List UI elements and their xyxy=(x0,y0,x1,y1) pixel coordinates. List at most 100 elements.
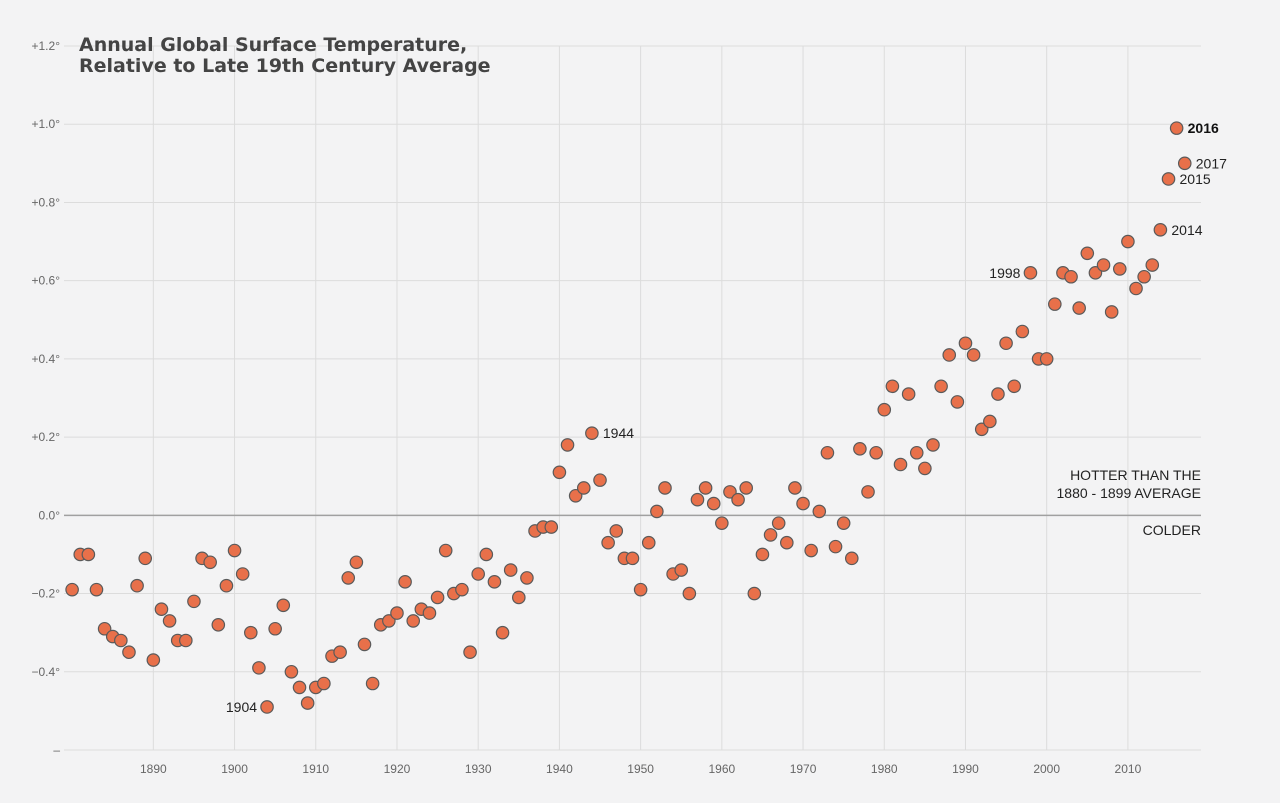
y-tick-label: 0.0° xyxy=(39,508,61,522)
data-point xyxy=(974,422,989,437)
data-point xyxy=(276,598,291,613)
data-point xyxy=(438,543,453,558)
data-point xyxy=(771,516,786,530)
data-point xyxy=(495,625,510,640)
data-point xyxy=(958,336,973,351)
data-point xyxy=(747,586,762,601)
data-point xyxy=(89,582,104,597)
data-point xyxy=(918,461,932,476)
data-point xyxy=(1104,305,1119,319)
title-line-2: Relative to Late 19th Century Average xyxy=(79,55,491,77)
y-tick-label: +1.0° xyxy=(32,117,61,131)
data-point xyxy=(203,555,217,570)
data-point xyxy=(333,645,347,660)
annotation-label: 2017 xyxy=(1196,155,1227,171)
x-tick-label: 1890 xyxy=(140,762,167,776)
data-point xyxy=(715,516,729,530)
y-tick-label: −0.4° xyxy=(32,665,61,679)
data-point xyxy=(1064,269,1078,284)
data-point xyxy=(877,402,892,417)
data-point xyxy=(828,539,843,554)
colder-note: COLDER xyxy=(1143,522,1201,538)
data-point xyxy=(682,586,697,601)
data-point xyxy=(357,637,372,652)
y-tick-label: +1.2° xyxy=(32,39,61,53)
data-point xyxy=(812,504,827,519)
data-point xyxy=(130,578,144,593)
data-point xyxy=(187,594,201,609)
data-point xyxy=(853,442,867,456)
data-point xyxy=(836,516,851,530)
data-point xyxy=(1121,234,1135,249)
x-tick-label: 1990 xyxy=(952,762,979,776)
data-point xyxy=(463,645,477,660)
data-point xyxy=(284,664,299,679)
data-point xyxy=(341,571,356,585)
annotation-label: 2016 xyxy=(1188,120,1219,136)
grid-lines xyxy=(64,45,1201,751)
data-point xyxy=(788,481,802,495)
data-point xyxy=(398,575,412,589)
data-point xyxy=(950,395,965,409)
y-tick-label: −0.2° xyxy=(32,587,61,601)
data-point xyxy=(983,414,997,429)
data-point xyxy=(780,535,794,550)
y-tick-label: +0.2° xyxy=(32,430,61,444)
data-point xyxy=(300,696,315,710)
data-point xyxy=(934,379,948,394)
data-point xyxy=(430,590,445,605)
data-point xyxy=(625,551,640,566)
data-point xyxy=(268,621,282,636)
data-point xyxy=(601,535,615,550)
data-point xyxy=(576,481,591,495)
x-tick-label: 1910 xyxy=(302,762,329,776)
data-point xyxy=(698,481,713,495)
data-point xyxy=(146,653,161,667)
data-point xyxy=(162,614,177,628)
data-point xyxy=(560,438,575,452)
data-point xyxy=(455,582,469,597)
x-tick-label: 2010 xyxy=(1115,762,1142,776)
data-point xyxy=(1080,246,1095,261)
x-tick-label: 1930 xyxy=(465,762,492,776)
x-tick-label: 1980 xyxy=(871,762,898,776)
hotter-note-line-2: 1880 - 1899 AVERAGE xyxy=(1057,485,1202,501)
x-tick-label: 1900 xyxy=(221,762,248,776)
data-point xyxy=(796,496,810,511)
data-point xyxy=(706,496,721,511)
data-point xyxy=(1169,121,1184,135)
data-point xyxy=(1177,156,1192,171)
data-point xyxy=(1015,324,1030,339)
data-point xyxy=(568,488,583,503)
chart-title: Annual Global Surface Temperature, Relat… xyxy=(79,34,491,77)
data-point xyxy=(690,492,705,507)
data-point xyxy=(390,606,404,620)
data-point xyxy=(1112,262,1127,276)
data-point xyxy=(593,473,607,487)
data-point xyxy=(641,535,656,550)
data-point xyxy=(227,543,242,558)
data-point xyxy=(317,676,331,691)
data-point xyxy=(723,485,737,499)
data-point xyxy=(909,445,924,460)
data-point xyxy=(739,481,753,495)
hotter-note-line-1: HOTTER THAN THE xyxy=(1070,467,1201,483)
data-point xyxy=(893,457,908,472)
data-point xyxy=(901,387,916,401)
data-point xyxy=(885,379,900,394)
data-point xyxy=(349,555,364,570)
data-point xyxy=(365,676,380,691)
data-point xyxy=(520,571,534,585)
data-point xyxy=(382,614,396,628)
data-point xyxy=(1007,379,1022,394)
data-point xyxy=(585,426,599,440)
data-point xyxy=(1023,266,1038,280)
data-point xyxy=(114,633,128,648)
data-point xyxy=(861,485,875,499)
data-point xyxy=(471,567,485,581)
data-point xyxy=(633,582,648,597)
data-point xyxy=(97,621,112,636)
annotation-label: 2014 xyxy=(1171,222,1202,238)
